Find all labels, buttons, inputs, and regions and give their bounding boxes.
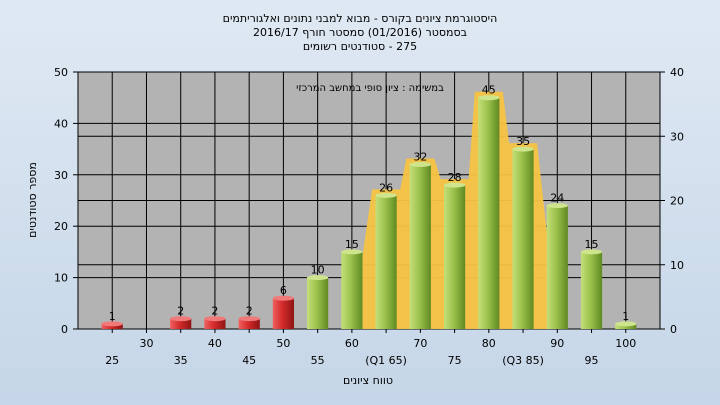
value-label-25: 1 <box>109 310 116 323</box>
y-left-tick-label-0: 0 <box>61 323 68 336</box>
bar-cap-45 <box>238 316 260 322</box>
x-tick-label-45: 45 <box>242 354 256 367</box>
x-tick-label-30: 30 <box>140 337 154 350</box>
x-tick-label-50: 50 <box>276 337 290 350</box>
bar-90 <box>546 205 568 329</box>
bar-25 <box>101 323 123 329</box>
bar-80 <box>478 97 500 329</box>
y-left-tick-label-30: 30 <box>54 169 68 182</box>
y-right-tick-label-30: 30 <box>670 130 684 143</box>
bar-cap-40 <box>204 316 226 322</box>
bar-cap-60 <box>341 249 363 255</box>
value-label-35: 2 <box>177 305 184 318</box>
bar-cap-50 <box>272 295 294 301</box>
x-tick-label-80: 80 <box>482 337 496 350</box>
chart-title-line-3: 275 - סטודנטים רשומים <box>303 40 417 53</box>
y-left-tick-label-40: 40 <box>54 117 68 130</box>
x-tick-label-25: 25 <box>105 354 119 367</box>
bar-60 <box>341 251 363 329</box>
x-tick-label-90: 90 <box>550 337 564 350</box>
bar-35 <box>170 318 192 329</box>
value-label-95: 15 <box>585 238 599 251</box>
value-label-70: 32 <box>413 151 427 164</box>
bar-65 <box>375 195 397 329</box>
bar-cap-85 <box>512 146 534 152</box>
bar-45 <box>238 318 260 329</box>
chart-title-line-2: בסמסטר (01/2016) סמסטר חורף 2016/17 <box>253 26 467 39</box>
bar-cap-25 <box>101 321 123 327</box>
x-tick-label-85: (Q3 85) <box>502 354 544 367</box>
y-left-tick-label-50: 50 <box>54 66 68 79</box>
y-axis-left: 0 10 20 30 40 50 <box>54 66 78 336</box>
x-tick-label-60: 60 <box>345 337 359 350</box>
y-left-tick-label-20: 20 <box>54 220 68 233</box>
y-left-tick-label-10: 10 <box>54 272 68 285</box>
value-label-80: 45 <box>482 84 496 97</box>
bar-95 <box>580 251 603 329</box>
value-label-90: 24 <box>550 192 564 205</box>
value-label-75: 28 <box>448 171 462 184</box>
x-axis: 25 30 35 40 45 50 55 60 (Q1 65) 70 75 80 (Q3 85) 90 95… <box>105 329 636 367</box>
value-label-55: 10 <box>311 264 325 277</box>
bar-cap-55 <box>307 275 329 281</box>
x-tick-label-35: 35 <box>174 354 188 367</box>
value-label-65: 26 <box>379 181 393 194</box>
chart-annotation: במשימה : ציון סופי במחשב המרכזי <box>296 83 444 94</box>
bar-100 <box>615 323 637 329</box>
bar-cap-80 <box>478 95 500 101</box>
y-right-tick-label-10: 10 <box>670 259 684 272</box>
x-tick-label-55: 55 <box>311 354 325 367</box>
bar-50 <box>272 298 294 329</box>
bar-cap-75 <box>444 182 466 188</box>
x-axis-title: טווח ציונים <box>343 374 393 387</box>
value-label-85: 35 <box>516 135 530 148</box>
bar-cap-90 <box>546 203 568 209</box>
bar-75 <box>444 185 466 329</box>
x-tick-label-40: 40 <box>208 337 222 350</box>
value-label-100: 1 <box>622 310 629 323</box>
bar-cap-100 <box>615 321 637 327</box>
bar-cap-95 <box>580 249 603 255</box>
x-tick-label-70: 70 <box>413 337 427 350</box>
value-label-60: 15 <box>345 238 359 251</box>
bar-cap-70 <box>409 162 431 167</box>
x-tick-label-65: (Q1 65) <box>365 354 407 367</box>
bar-cap-65 <box>375 192 397 198</box>
bars-layer <box>101 95 637 329</box>
y-right-tick-label-40: 40 <box>670 66 684 79</box>
bar-70 <box>409 164 431 329</box>
value-label-45: 2 <box>246 305 253 318</box>
bar-55 <box>307 277 329 329</box>
bar-40 <box>204 318 226 329</box>
y-axis-title: מספר סטודנטים <box>26 162 39 238</box>
x-tick-label-100: 100 <box>615 337 636 350</box>
bar-cap-35 <box>170 316 192 322</box>
y-right-tick-label-0: 0 <box>670 323 677 336</box>
x-tick-label-95: 95 <box>585 354 599 367</box>
chart-title-line-1: היסטוגרמת ציונים בקורס - מבוא למבני נתונ… <box>223 12 498 25</box>
bar-85 <box>512 149 534 329</box>
value-label-50: 6 <box>280 284 287 297</box>
y-right-tick-label-20: 20 <box>670 195 684 208</box>
x-tick-label-75: 75 <box>448 354 462 367</box>
value-label-40: 2 <box>211 305 218 318</box>
y-axis-right: 0 10 20 30 40 <box>660 66 684 336</box>
